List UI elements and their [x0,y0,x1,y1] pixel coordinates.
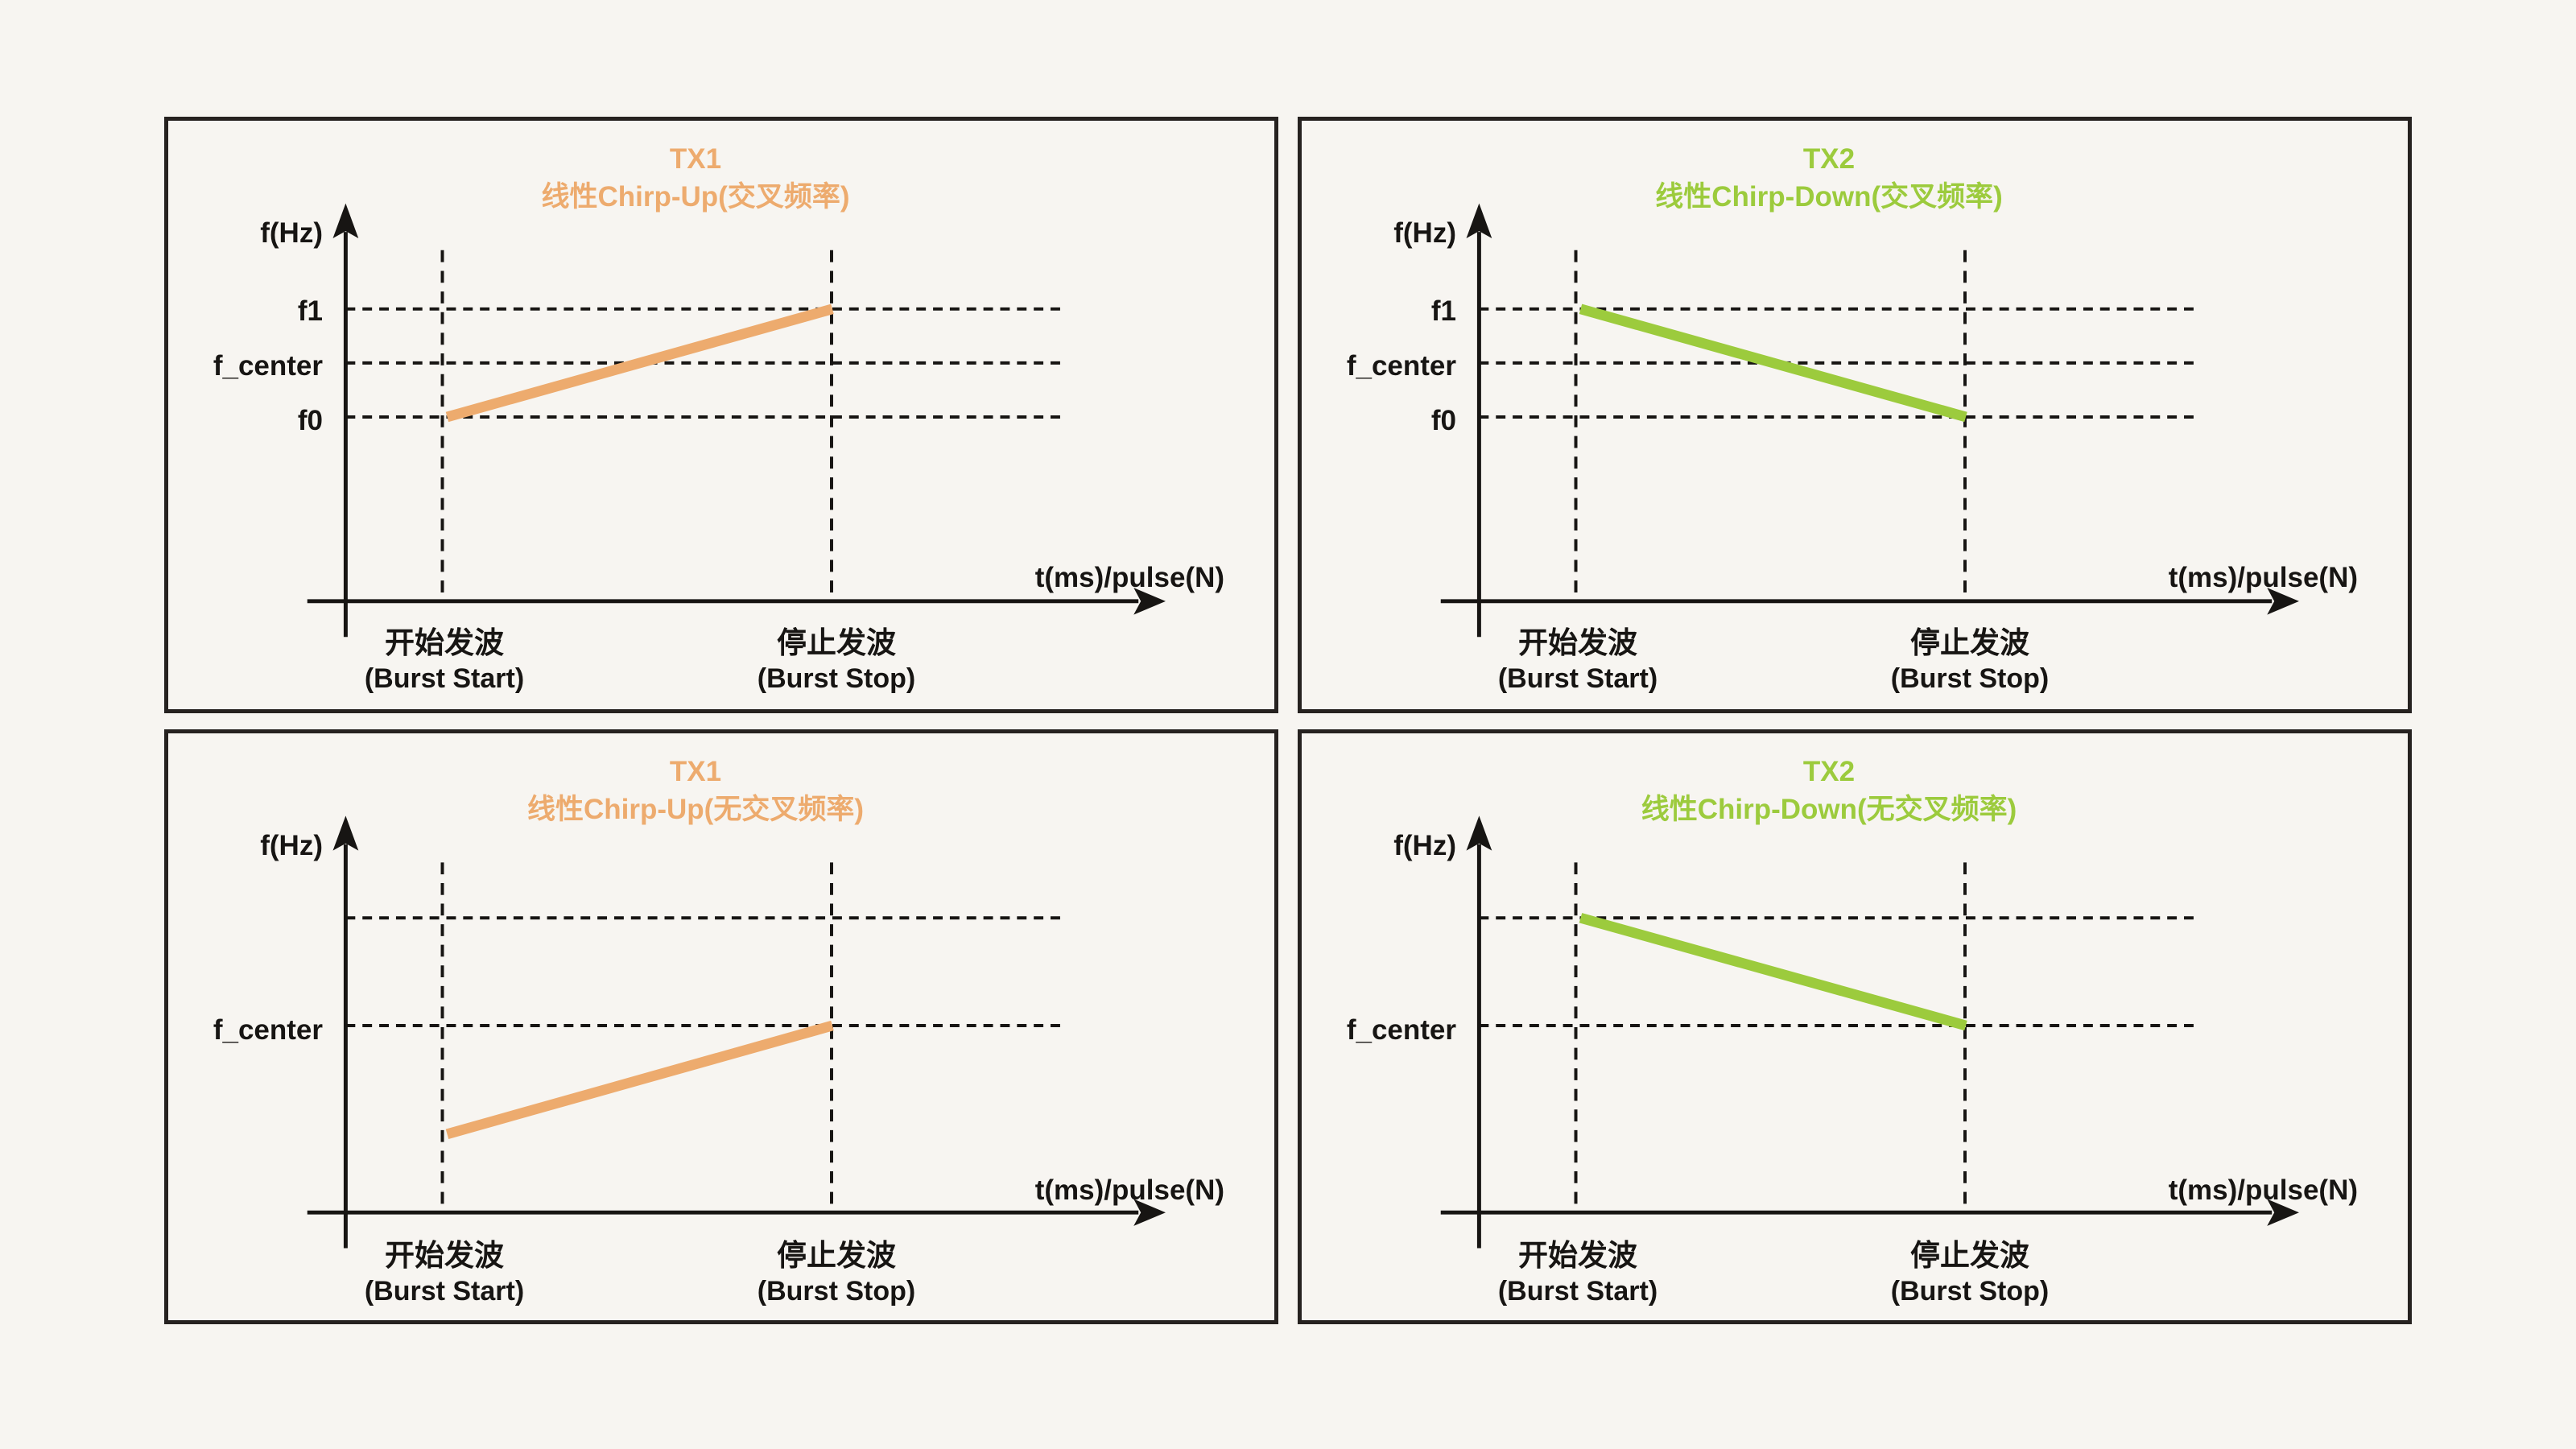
y-axis-arrow-icon [1466,203,1492,239]
x-tick-burst-stop: 停止发波 (Burst Stop) [758,1237,915,1310]
x-tick-burst-stop: 停止发波 (Burst Stop) [1891,625,2049,697]
panel-tx1-crossed: TX1 线性Chirp-Up(交叉频率) f(Hz) t(ms)/pulse(N… [164,117,1278,713]
burst-start-label-zh: 开始发波 [385,1239,504,1272]
gridline-label-f-center: f_center [1346,1014,1456,1046]
panel-title-line2: 线性Chirp-Down(无交叉频率) [1641,794,2017,825]
y-axis-label: f(Hz) [1393,830,1456,861]
burst-stop-label-en: (Burst Stop) [1890,663,2050,694]
burst-stop-label-en: (Burst Stop) [757,663,916,694]
x-axis-label: t(ms)/pulse(N) [1034,1174,1224,1206]
burst-stop-label-zh: 停止发波 [776,1239,896,1272]
panel-title: TX2 线性Chirp-Down(交叉频率) [1655,140,2003,216]
burst-stop-label-zh: 停止发波 [1909,626,2029,659]
x-axis-arrow-icon [1133,588,1166,615]
y-axis-label: f(Hz) [1393,217,1456,249]
burst-start-label-en: (Burst Start) [1497,663,1658,694]
panel-title-line2: 线性Chirp-Down(交叉频率) [1655,181,2003,213]
x-axis-arrow-icon [2267,1199,2299,1226]
gridline-label-f1: f1 [297,295,323,327]
gridline-label-f-center: f_center [1346,350,1456,382]
y-axis-arrow-icon [332,815,359,851]
x-tick-burst-stop: 停止发波 (Burst Stop) [758,625,915,697]
burst-start-label-en: (Burst Start) [1497,1276,1658,1307]
burst-stop-label-zh: 停止发波 [1909,1239,2029,1272]
burst-start-label-en: (Burst Start) [364,1276,525,1307]
gridline-label-f1: f1 [1430,295,1456,327]
x-tick-burst-start: 开始发波 (Burst Start) [365,1237,524,1310]
burst-stop-label-en: (Burst Stop) [757,1276,916,1307]
y-axis-arrow-icon [1466,815,1492,851]
panel-tx2-crossed: TX2 线性Chirp-Down(交叉频率) f(Hz) t(ms)/pulse… [1298,117,2412,713]
burst-start-label-zh: 开始发波 [1518,626,1637,659]
burst-start-label-zh: 开始发波 [1518,1239,1637,1272]
gridline-label-f0: f0 [297,405,323,436]
panel-title-line1: TX1 [669,756,722,787]
burst-stop-label-zh: 停止发波 [776,626,896,659]
panel-title-line1: TX2 [1802,756,1856,787]
panel-title-line2: 线性Chirp-Up(交叉频率) [541,181,850,213]
gridline-label-f-center: f_center [213,350,323,382]
y-axis-arrow-icon [332,203,359,239]
x-tick-burst-stop: 停止发波 (Burst Stop) [1891,1237,2049,1310]
plot-canvas-tx2-crossed [1440,203,2299,638]
x-axis-label: t(ms)/pulse(N) [2168,562,2358,593]
y-axis-label: f(Hz) [260,830,323,861]
panel-title: TX2 线性Chirp-Down(无交叉频率) [1641,753,2017,828]
chirp-line-tx2-crossed [1579,303,1967,423]
burst-start-label-en: (Burst Start) [364,663,525,694]
panel-title: TX1 线性Chirp-Up(无交叉频率) [527,753,864,828]
x-axis-arrow-icon [2267,588,2299,615]
chirp-line-tx2-noncrossed [1579,913,1967,1031]
x-axis-label: t(ms)/pulse(N) [2168,1174,2358,1206]
gridline-label-f-center: f_center [213,1014,323,1046]
panel-title-line1: TX2 [1802,143,1856,175]
x-tick-burst-start: 开始发波 (Burst Start) [365,625,524,697]
burst-start-label-zh: 开始发波 [385,626,504,659]
panel-tx1-noncrossed: TX1 线性Chirp-Up(无交叉频率) f(Hz) t(ms)/pulse(… [164,729,1278,1324]
plot-canvas-tx1-crossed [307,203,1166,638]
x-axis-label: t(ms)/pulse(N) [1034,562,1224,593]
x-tick-burst-start: 开始发波 (Burst Start) [1498,625,1657,697]
plot-canvas-tx1-noncrossed [307,815,1166,1249]
chirp-line-tx1-crossed [445,303,834,423]
x-tick-burst-start: 开始发波 (Burst Start) [1498,1237,1657,1310]
panel-tx2-noncrossed: TX2 线性Chirp-Down(无交叉频率) f(Hz) t(ms)/puls… [1298,729,2412,1324]
gridline-label-f0: f0 [1430,405,1456,436]
x-axis-arrow-icon [1133,1199,1166,1226]
panel-title-line1: TX1 [669,143,722,175]
panel-title: TX1 线性Chirp-Up(交叉频率) [541,140,849,216]
plot-canvas-tx2-noncrossed [1440,815,2299,1249]
y-axis-label: f(Hz) [260,217,323,249]
panel-title-line2: 线性Chirp-Up(无交叉频率) [526,794,865,825]
chirp-line-tx1-noncrossed [445,1020,834,1139]
burst-stop-label-en: (Burst Stop) [1890,1276,2050,1307]
